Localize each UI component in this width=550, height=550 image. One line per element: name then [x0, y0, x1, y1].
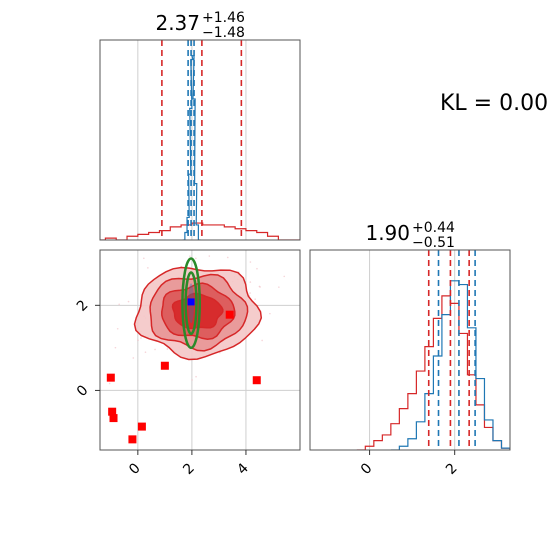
joint-sample-dot	[191, 379, 193, 381]
joint-sample-dot	[259, 286, 261, 288]
joint-xtick-label: 0	[126, 460, 144, 478]
joint-sample-dot	[116, 327, 119, 330]
joint-sample-dot	[226, 256, 229, 259]
marginal-y-xtick-label: 2	[443, 460, 461, 478]
joint-red-point	[160, 361, 169, 370]
kl-annotation: KL = 0.00	[440, 91, 548, 116]
joint-sample-dot	[108, 382, 111, 385]
joint-sample-dot	[219, 351, 221, 354]
joint-sample-dot	[166, 348, 169, 350]
joint-green-contour	[181, 257, 201, 350]
joint-sample-dot	[269, 312, 271, 315]
joint-sample-dot	[147, 267, 149, 269]
marginal-x-title-value: 2.37	[155, 11, 200, 35]
joint-sample-dot	[249, 292, 251, 294]
joint-sample-dot	[208, 255, 211, 257]
joint-sample-dot	[254, 298, 256, 300]
marginal-y-title-plus: +0.44	[412, 220, 455, 236]
joint-panel: 0 2 4 0 2	[74, 244, 301, 478]
joint-blue-point	[187, 298, 195, 306]
joint-red-point	[128, 435, 137, 444]
joint-sample-dot	[143, 257, 145, 260]
marginal-x-hist-blue	[182, 55, 201, 240]
marginal-y-title-minus: −0.51	[412, 235, 455, 251]
joint-ytick-label: 2	[74, 297, 92, 315]
joint-sample-dot	[144, 351, 147, 354]
joint-sample-dot	[118, 303, 120, 306]
joint-sample-dot	[132, 357, 135, 359]
joint-sample-dot	[205, 247, 207, 249]
joint-frame	[99, 249, 301, 451]
joint-ytick-label: 0	[74, 382, 92, 400]
joint-sample-dot	[249, 261, 252, 263]
joint-sample-dot	[195, 375, 197, 378]
joint-sample-dot	[234, 244, 236, 246]
marginal-y-xtick-label: 0	[358, 460, 376, 478]
joint-green-contour	[184, 271, 198, 336]
joint-red-point	[109, 414, 118, 423]
joint-red-point	[225, 310, 234, 319]
joint-sample-dot	[114, 346, 117, 349]
joint-sample-dot	[278, 286, 280, 288]
joint-xtick-label: 4	[234, 460, 252, 478]
joint-sample-dot	[137, 339, 139, 341]
marginal-y-title-value: 1.90	[365, 221, 410, 245]
joint-xtick-label: 2	[180, 460, 198, 478]
joint-sample-dot	[189, 255, 191, 257]
joint-sample-dot	[154, 348, 156, 351]
joint-sample-dot	[283, 275, 286, 278]
marginal-x-panel: 2.37 +1.46 −1.48	[99, 10, 301, 241]
joint-sample-dot	[195, 257, 197, 260]
joint-sample-dot	[256, 267, 258, 270]
joint-sample-dot	[140, 337, 142, 339]
joint-red-point	[137, 422, 146, 431]
joint-red-point	[108, 407, 117, 416]
joint-sample-dot	[127, 300, 130, 303]
marginal-x-hist-red	[100, 222, 300, 240]
marginal-x-frame	[99, 39, 301, 241]
marginal-y-hist-red	[356, 295, 510, 450]
marginal-x-title-minus: −1.48	[202, 25, 245, 41]
joint-red-point	[106, 373, 115, 382]
joint-sample-dot	[249, 281, 252, 283]
joint-sample-dot	[261, 339, 263, 342]
joint-red-point	[252, 376, 261, 385]
marginal-y-frame	[309, 249, 511, 451]
marginal-y-panel: 1.90 +0.44 −0.51 0 2	[309, 220, 511, 478]
marginal-x-title-plus: +1.46	[202, 10, 245, 26]
